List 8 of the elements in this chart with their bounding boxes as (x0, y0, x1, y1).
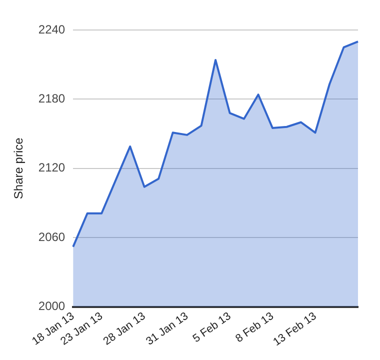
y-tick-label: 2060 (38, 230, 66, 244)
y-tick-label: 2180 (38, 92, 66, 106)
x-tick-label: 31 Jan 13 (144, 310, 191, 348)
x-tick-label: 5 Feb 13 (190, 310, 234, 346)
y-tick-label: 2120 (38, 160, 66, 175)
y-tick-label: 2000 (38, 299, 66, 314)
y-tick-label: 2240 (38, 22, 66, 36)
y-axis-title: Share price (12, 137, 26, 200)
